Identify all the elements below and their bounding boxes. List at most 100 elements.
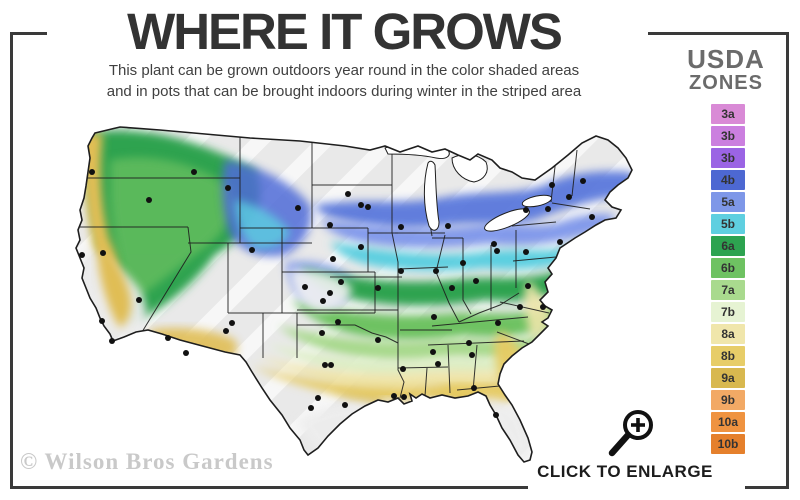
watermark: © Wilson Bros Gardens (20, 449, 274, 474)
zone-chip-8b-11: 8b (711, 346, 745, 366)
city-dot (342, 402, 348, 408)
city-dot (320, 298, 326, 304)
city-dot (100, 250, 106, 256)
frame-bottom-left-line (10, 486, 528, 489)
city-dot (365, 204, 371, 210)
zone-chip-3b-2: 3b (711, 148, 745, 168)
frame-bottom-right-dash (745, 486, 789, 489)
city-dot (523, 207, 529, 213)
city-dot (495, 320, 501, 326)
city-dot (223, 328, 229, 334)
city-dot (493, 412, 499, 418)
city-dot (146, 197, 152, 203)
page-title: WHERE IT GROWS (127, 3, 563, 60)
legend-title-zones: ZONES (689, 72, 763, 94)
city-dot (330, 256, 336, 262)
zone-chip-10a-14: 10a (711, 412, 745, 432)
city-dot (471, 385, 477, 391)
click-to-enlarge-label[interactable]: CLICK TO ENLARGE (537, 462, 713, 481)
city-dot (183, 350, 189, 356)
city-dot (435, 361, 441, 367)
zone-chip-6b-7: 6b (711, 258, 745, 278)
city-dot (327, 222, 333, 228)
city-dot (466, 340, 472, 346)
city-dot (328, 362, 334, 368)
city-dot (229, 320, 235, 326)
zone-chip-10b-15: 10b (711, 434, 745, 454)
city-dot (473, 278, 479, 284)
frame-top-right-dash (648, 32, 789, 35)
city-dot (449, 285, 455, 291)
zone-chip-3a-0: 3a (711, 104, 745, 124)
city-dot (566, 194, 572, 200)
zone-chip-3b-1: 3b (711, 126, 745, 146)
legend-header: USDA ZONES (682, 46, 770, 95)
city-dot (327, 290, 333, 296)
city-dot (225, 185, 231, 191)
city-dot (375, 337, 381, 343)
city-dot (319, 330, 325, 336)
magnifier-plus-icon[interactable] (600, 406, 662, 462)
city-dot (433, 268, 439, 274)
subtitle-line-1: This plant can be grown outdoors year ro… (108, 62, 580, 79)
city-dot (494, 248, 500, 254)
city-dot (165, 335, 171, 341)
city-dot (302, 284, 308, 290)
zone-chip-6a-6: 6a (711, 236, 745, 256)
city-dot (400, 366, 406, 372)
city-dot (99, 318, 105, 324)
city-dot (358, 244, 364, 250)
city-dot (445, 223, 451, 229)
city-dot (136, 297, 142, 303)
city-dot (358, 202, 364, 208)
city-dot (523, 249, 529, 255)
city-dot (557, 239, 563, 245)
city-dot (401, 394, 407, 400)
zone-chip-9b-13: 9b (711, 390, 745, 410)
legend-title-usda: USDA (687, 44, 765, 74)
city-dot (308, 405, 314, 411)
city-dot (79, 252, 85, 258)
city-dot (491, 241, 497, 247)
page-subtitle: This plant can be grown outdoors year ro… (48, 60, 640, 102)
city-dot (335, 319, 341, 325)
zone-chip-5a-4: 5a (711, 192, 745, 212)
frame-top-left-dash (10, 32, 47, 35)
city-dot (338, 279, 344, 285)
zone-chip-7b-9: 7b (711, 302, 745, 322)
city-dot (89, 169, 95, 175)
city-dot (398, 224, 404, 230)
city-dot (322, 362, 328, 368)
city-dot (295, 205, 301, 211)
city-dot (517, 304, 523, 310)
city-dot (315, 395, 321, 401)
city-dot (540, 304, 546, 310)
city-dot (391, 393, 397, 399)
city-dot (545, 206, 551, 212)
city-dot (109, 338, 115, 344)
city-dot (431, 314, 437, 320)
city-dot (430, 349, 436, 355)
frame-left-vertical (10, 32, 13, 489)
city-dot (398, 268, 404, 274)
zone-chip-5b-5: 5b (711, 214, 745, 234)
city-dot (469, 352, 475, 358)
frame-right-vertical (786, 32, 789, 489)
city-dot (460, 260, 466, 266)
zone-chip-8a-10: 8a (711, 324, 745, 344)
city-dot (191, 169, 197, 175)
city-dot (375, 285, 381, 291)
city-dot (345, 191, 351, 197)
subtitle-line-2: and in pots that can be brought indoors … (106, 83, 582, 100)
city-dot (580, 178, 586, 184)
city-dot (589, 214, 595, 220)
zone-chip-4b-3: 4b (711, 170, 745, 190)
city-dot (525, 283, 531, 289)
zone-legend: 3a 3b 3b 4b 5a 5b 6a 6b 7a 7b 8a 8b 9a 9b 10a 10b (711, 104, 745, 456)
zone-chip-7a-8: 7a (711, 280, 745, 300)
zone-chip-9a-12: 9a (711, 368, 745, 388)
city-dot (549, 182, 555, 188)
city-dot (249, 247, 255, 253)
